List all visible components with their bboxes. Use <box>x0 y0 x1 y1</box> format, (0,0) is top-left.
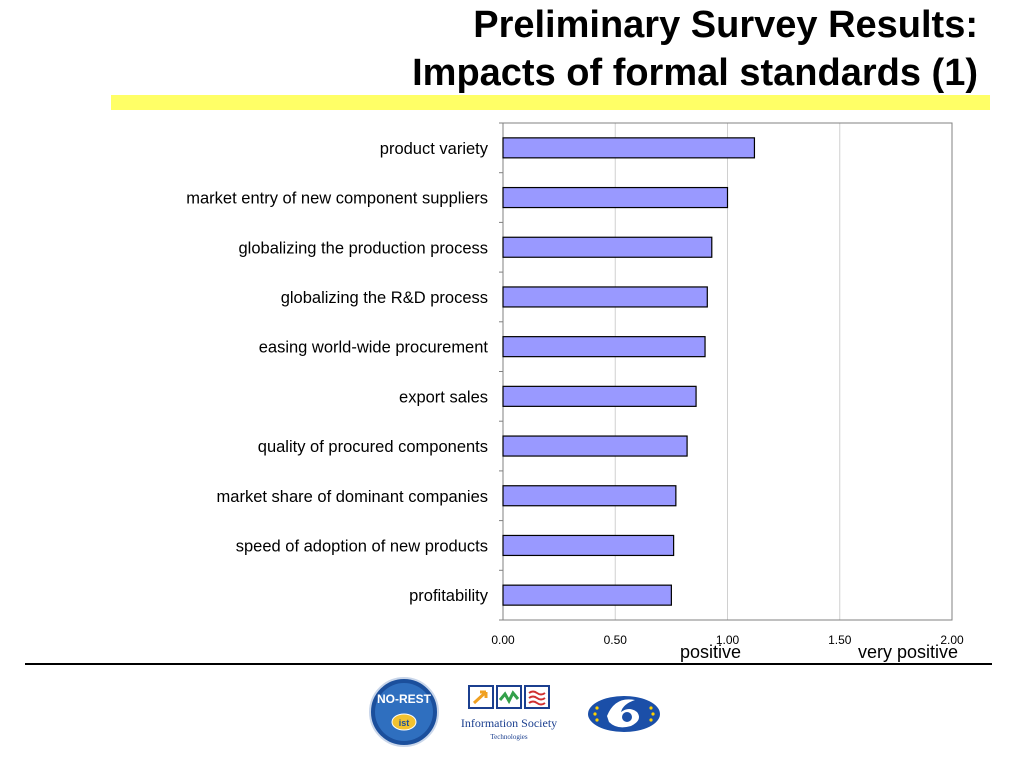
plot-area-frame <box>502 122 953 621</box>
category-label: product variety <box>380 140 489 158</box>
category-label: market entry of new component suppliers <box>186 190 488 208</box>
bar-chart: product variety market entry of new compo… <box>186 122 964 647</box>
category-label: quality of procured components <box>258 438 488 456</box>
ist-logo-text: Information Society <box>461 716 557 730</box>
category-label: profitability <box>409 587 489 605</box>
category-label: easing world-wide procurement <box>259 339 489 357</box>
x-tick-label: 1.50 <box>828 633 852 647</box>
bar <box>502 286 708 308</box>
slide-title-line-2: Impacts of formal standards (1) <box>412 52 978 94</box>
title-underline-bar <box>111 95 990 110</box>
bar <box>502 336 706 358</box>
x-tick-label: 2.00 <box>940 633 964 647</box>
slide-title-line-1: Preliminary Survey Results: <box>473 4 978 46</box>
norest-logo: NO-REST ist <box>369 677 439 747</box>
fp6-logo <box>588 696 660 732</box>
bar <box>502 534 675 557</box>
norest-logo-text: NO-REST <box>377 692 432 706</box>
x-tick-label: 0.00 <box>491 633 515 647</box>
category-label: market share of dominant companies <box>217 488 488 506</box>
ist-logo-subtext: Technologies <box>490 733 527 741</box>
ist-logo: Information Society Technologies <box>461 685 557 741</box>
x-tick-label: 0.50 <box>604 633 628 647</box>
x-tick-label: 1.00 <box>716 633 740 647</box>
x-tick-labels: 0.00 0.50 1.00 1.50 2.00 <box>491 633 964 647</box>
bar <box>502 485 677 507</box>
bar <box>502 435 688 457</box>
norest-logo-subtext: ist <box>399 718 410 728</box>
category-label: globalizing the production process <box>239 239 489 257</box>
category-label: export sales <box>399 388 488 406</box>
bar <box>502 385 697 407</box>
category-labels: product variety market entry of new compo… <box>186 140 488 605</box>
category-label: globalizing the R&D process <box>281 289 488 307</box>
bars <box>502 137 756 606</box>
bar <box>502 137 756 159</box>
bar <box>502 236 713 258</box>
footer-divider <box>25 663 992 665</box>
axis-annotation-very-positive: very positive <box>858 642 959 662</box>
bar <box>502 186 729 209</box>
axis-annotation-positive: positive <box>680 642 742 662</box>
category-label: speed of adoption of new products <box>236 537 488 555</box>
bar <box>502 584 672 606</box>
